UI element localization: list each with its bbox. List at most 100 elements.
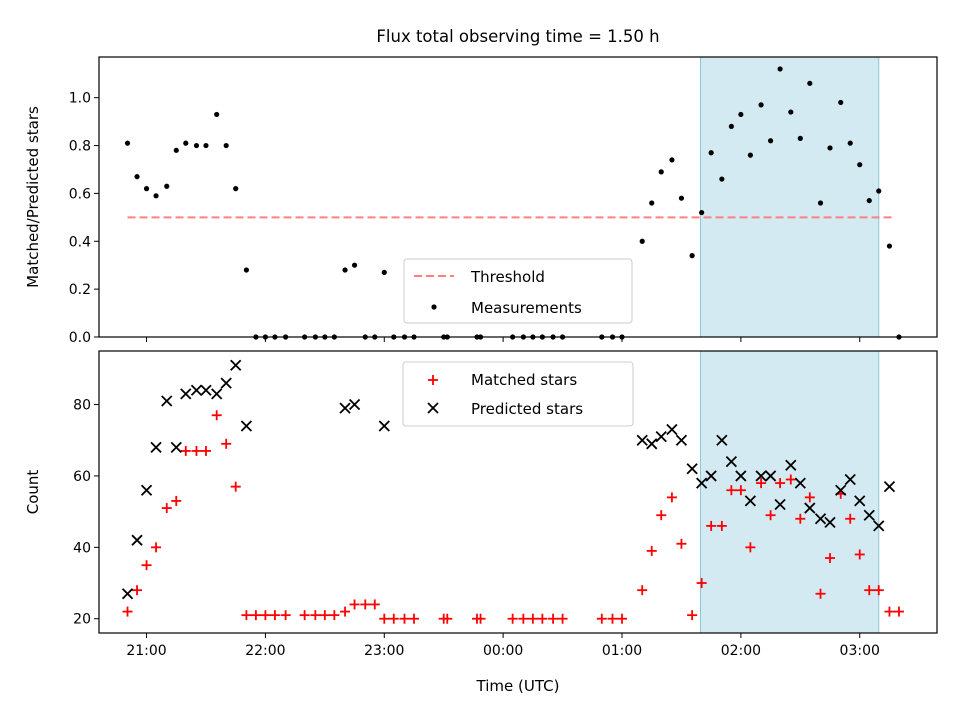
data-point — [310, 610, 321, 621]
marker-stroke — [814, 513, 827, 525]
marker-stroke — [686, 463, 698, 475]
data-point — [617, 613, 628, 624]
data-point — [666, 423, 678, 436]
data-point — [200, 445, 211, 456]
data-point — [824, 516, 836, 528]
bottom-panel-counts: 20 40 60 80 21:00 22:00 23:00 00:00 01:00 02:00 03… — [24, 350, 938, 695]
marker-stroke — [824, 516, 836, 528]
data-point — [854, 495, 866, 507]
data-point — [745, 542, 756, 553]
data-point — [814, 513, 827, 525]
legend-box — [403, 258, 633, 324]
data-point — [340, 606, 351, 617]
x-tick-label: 22:00 — [245, 643, 285, 659]
data-point — [637, 585, 648, 596]
legend-predicted-label: Predicted stars — [471, 400, 583, 418]
data-point — [518, 613, 529, 624]
data-point — [369, 599, 380, 610]
legend-measurements-label: Measurements — [471, 299, 582, 317]
marker-stroke — [348, 398, 361, 411]
data-point — [211, 410, 222, 421]
data-point — [557, 613, 568, 624]
legend-measurements-swatch — [431, 304, 437, 310]
x-axis-label: Time (UTC) — [476, 677, 560, 695]
data-point — [141, 560, 152, 571]
data-point — [815, 588, 826, 599]
data-point — [699, 209, 705, 216]
data-point — [735, 485, 746, 496]
marker-stroke — [190, 384, 203, 396]
data-point — [299, 610, 310, 621]
marker-stroke — [764, 470, 777, 482]
data-point — [442, 613, 453, 624]
data-point — [342, 267, 348, 273]
marker-stroke — [131, 534, 143, 546]
data-point — [180, 388, 192, 400]
data-point — [689, 253, 695, 259]
data-point — [408, 613, 419, 624]
x-tick-label: 03:00 — [840, 643, 880, 659]
data-point — [164, 183, 170, 189]
data-point — [774, 498, 786, 511]
marker-stroke — [636, 434, 648, 446]
data-point — [351, 262, 358, 268]
data-point — [399, 613, 410, 624]
legend-threshold-label: Threshold — [470, 268, 545, 286]
data-point — [716, 520, 727, 531]
legend: Matched stars Predicted stars — [402, 361, 634, 427]
y-tick-label: 0.0 — [69, 330, 91, 346]
data-point — [190, 384, 203, 396]
shaded-region — [699, 56, 880, 338]
data-point — [200, 384, 212, 396]
data-point — [755, 470, 767, 482]
axes-frame — [98, 350, 938, 634]
y-tick-label: 0.2 — [69, 282, 91, 298]
data-point — [220, 377, 232, 389]
data-point — [804, 492, 815, 503]
y-tick-label: 1.0 — [69, 91, 91, 107]
data-point — [696, 578, 707, 589]
data-point — [883, 481, 896, 493]
data-point — [675, 434, 688, 446]
data-point — [150, 441, 162, 454]
marker-stroke — [140, 484, 153, 496]
data-point — [866, 197, 872, 204]
data-point — [348, 398, 361, 411]
legend-box — [402, 361, 634, 427]
data-point — [607, 613, 618, 624]
data-point — [250, 610, 261, 621]
data-point — [765, 510, 776, 521]
marker-stroke — [378, 420, 390, 432]
marker-stroke — [170, 441, 182, 454]
marker-stroke — [705, 470, 717, 482]
data-point — [777, 66, 783, 72]
data-point — [728, 123, 734, 130]
data-point — [706, 520, 717, 531]
data-point — [758, 102, 764, 108]
data-point — [240, 420, 253, 432]
data-point — [151, 542, 162, 553]
x-tick-label: 01:00 — [602, 643, 642, 659]
y-axis-label: Matched/Predicted stars — [24, 106, 42, 288]
data-point — [788, 109, 794, 115]
data-point — [548, 613, 559, 624]
marker-stroke — [716, 434, 728, 446]
data-point — [794, 477, 806, 489]
data-point — [161, 503, 172, 514]
marker-stroke — [873, 520, 885, 532]
data-point — [744, 495, 757, 507]
data-point — [696, 477, 708, 489]
data-point — [537, 613, 548, 624]
data-point — [705, 470, 717, 482]
data-point — [233, 186, 239, 192]
data-point — [193, 142, 200, 149]
data-point — [170, 441, 182, 454]
data-point — [221, 438, 232, 449]
data-point — [756, 478, 767, 489]
data-point — [708, 150, 714, 156]
data-point — [596, 613, 607, 624]
data-point — [507, 613, 518, 624]
data-point — [656, 510, 667, 521]
data-point — [873, 520, 885, 532]
